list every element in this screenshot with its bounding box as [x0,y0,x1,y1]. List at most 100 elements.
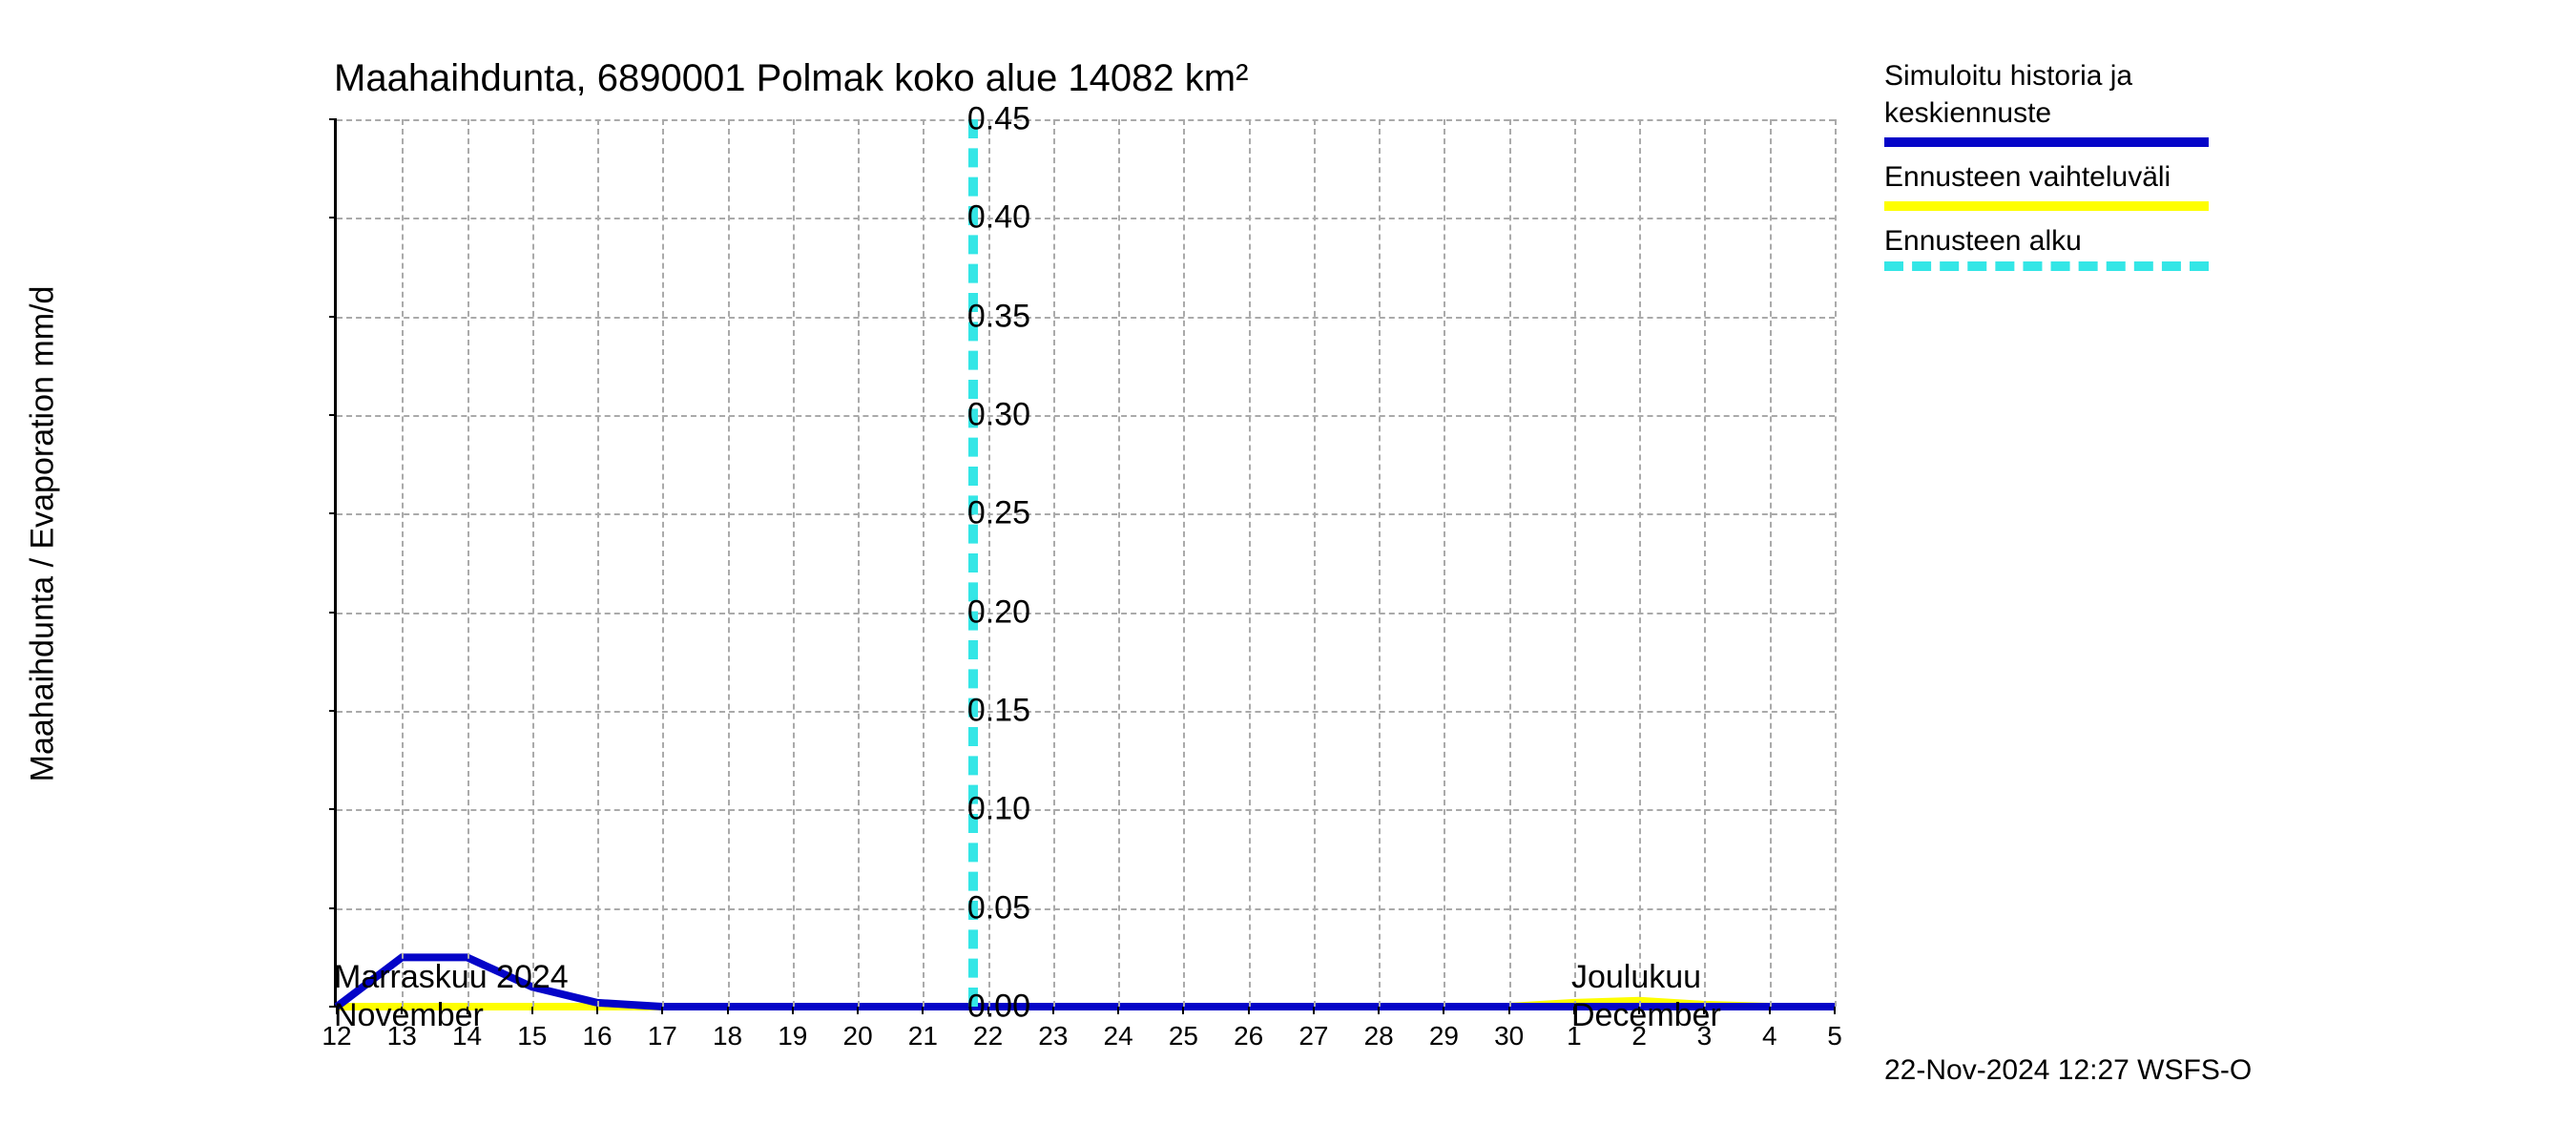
x-tick-mark [1769,1007,1771,1014]
x-tick-mark [1378,1007,1380,1014]
x-tick-label: 30 [1494,1021,1524,1051]
x-tick-label: 16 [582,1021,612,1051]
y-tick-label: 0.15 [935,693,1030,730]
legend-swatch [1884,137,2209,147]
gridline-v [1574,119,1576,1007]
x-tick-label: 15 [517,1021,547,1051]
x-tick-mark [1052,1007,1054,1014]
x-tick-label: 28 [1364,1021,1394,1051]
gridline-v [793,119,795,1007]
forecast-start-line [968,119,978,1007]
x-tick-label: 18 [713,1021,742,1051]
gridline-v [728,119,730,1007]
x-tick-mark [1182,1007,1184,1014]
gridline-v [532,119,534,1007]
plot-area: 1213141516171819202122232425262728293012… [334,119,1832,1007]
gridline-h [337,218,1835,219]
gridline-v [1444,119,1445,1007]
x-tick-label: 24 [1104,1021,1133,1051]
month-label-sub: November [334,997,484,1034]
gridline-v [1509,119,1511,1007]
data-svg [337,119,1835,1007]
gridline-h [337,711,1835,713]
x-tick-label: 25 [1169,1021,1198,1051]
x-tick-label: 17 [648,1021,677,1051]
gridline-h [337,809,1835,811]
y-tick-label: 0.25 [935,495,1030,532]
x-tick-mark [596,1007,598,1014]
gridline-v [597,119,599,1007]
x-tick-mark [1313,1007,1315,1014]
gridline-h [337,119,1835,121]
x-tick-mark [922,1007,924,1014]
y-tick-label: 0.20 [935,593,1030,631]
x-tick-mark [857,1007,859,1014]
gridline-v [1704,119,1706,1007]
gridline-h [337,613,1835,614]
y-tick-mark [329,512,337,514]
y-tick-mark [329,316,337,318]
y-tick-mark [329,612,337,614]
gridline-h [337,317,1835,319]
gridline-h [337,513,1835,515]
legend-item-history: Simuloitu historia ja keskiennuste [1884,57,2504,147]
legend-label: keskiennuste [1884,94,2504,132]
legend-label: Ennusteen alku [1884,222,2504,260]
y-tick-label: 0.05 [935,889,1030,926]
x-tick-mark [661,1007,663,1014]
gridline-v [1053,119,1055,1007]
y-tick-label: 0.30 [935,397,1030,434]
y-tick-mark [329,217,337,219]
x-tick-label: 23 [1038,1021,1068,1051]
x-tick-mark [792,1007,794,1014]
y-axis-label: Maahaihdunta / Evaporation mm/d [25,286,62,782]
gridline-v [662,119,664,1007]
y-tick-label: 0.00 [935,989,1030,1026]
gridline-v [1118,119,1120,1007]
y-tick-mark [329,907,337,909]
x-tick-label: 19 [778,1021,807,1051]
gridline-v [1835,119,1837,1007]
month-label: Joulukuu [1571,959,1701,996]
y-tick-label: 0.35 [935,298,1030,335]
legend-item-forecast-start: Ennusteen alku [1884,222,2504,271]
gridline-v [1379,119,1381,1007]
gridline-v [402,119,404,1007]
y-tick-label: 0.45 [935,101,1030,138]
x-tick-mark [1248,1007,1250,1014]
month-label-sub: December [1571,997,1721,1034]
y-tick-mark [329,808,337,810]
legend-swatch [1884,261,2209,271]
gridline-v [1314,119,1316,1007]
legend-label: Simuloitu historia ja [1884,57,2504,94]
legend-swatch [1884,201,2209,211]
legend: Simuloitu historia ja keskiennuste Ennus… [1884,57,2504,282]
chart-title: Maahaihdunta, 6890001 Polmak koko alue 1… [334,57,1248,100]
gridline-v [988,119,990,1007]
x-tick-mark [1443,1007,1444,1014]
x-tick-mark [1117,1007,1119,1014]
gridline-v [1770,119,1772,1007]
gridline-v [858,119,860,1007]
x-tick-label: 26 [1234,1021,1263,1051]
x-tick-label: 21 [908,1021,938,1051]
y-tick-mark [329,710,337,712]
x-tick-mark [531,1007,533,1014]
y-tick-label: 0.40 [935,199,1030,237]
x-tick-mark [1834,1007,1836,1014]
x-tick-label: 27 [1298,1021,1328,1051]
gridline-v [923,119,924,1007]
y-tick-mark [329,414,337,416]
gridline-v [467,119,469,1007]
x-tick-mark [1508,1007,1510,1014]
x-tick-label: 5 [1827,1021,1842,1051]
gridline-v [1183,119,1185,1007]
y-tick-mark [329,118,337,120]
month-label: Marraskuu 2024 [334,959,569,996]
timestamp: 22-Nov-2024 12:27 WSFS-O [1884,1054,2252,1087]
gridline-v [1249,119,1251,1007]
legend-item-range: Ennusteen vaihteluväli [1884,158,2504,211]
legend-label: Ennusteen vaihteluväli [1884,158,2504,196]
gridline-h [337,908,1835,910]
gridline-v [1639,119,1641,1007]
